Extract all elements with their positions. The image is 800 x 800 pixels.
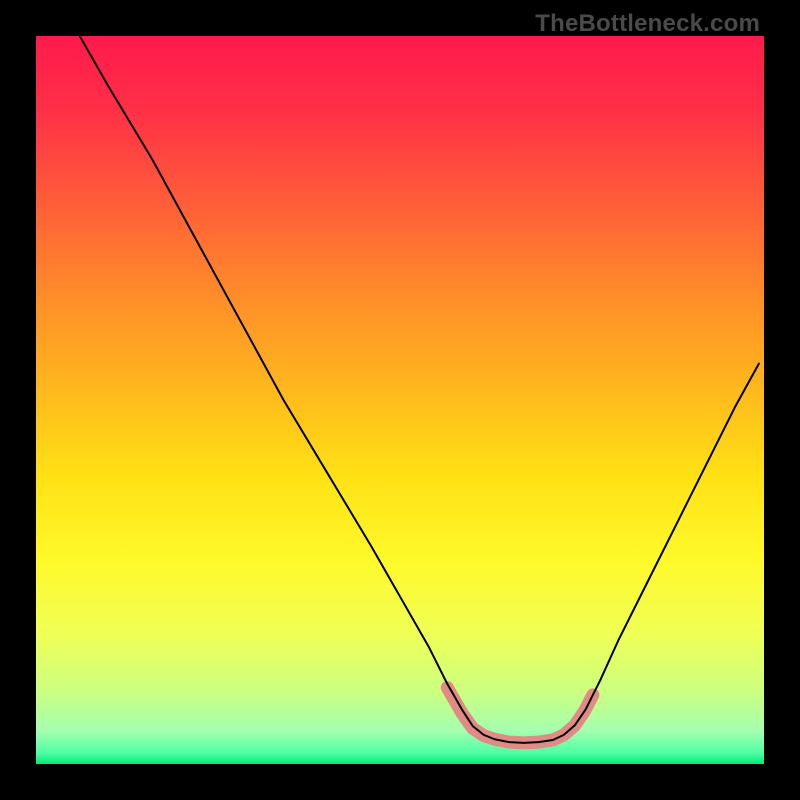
marker-band-path [447, 688, 593, 743]
bottleneck-curve [80, 36, 759, 743]
bottleneck-curve-path [80, 36, 759, 743]
watermark-text: TheBottleneck.com [535, 10, 760, 38]
chart-svg-layer [0, 0, 800, 800]
marker-band [447, 688, 593, 743]
